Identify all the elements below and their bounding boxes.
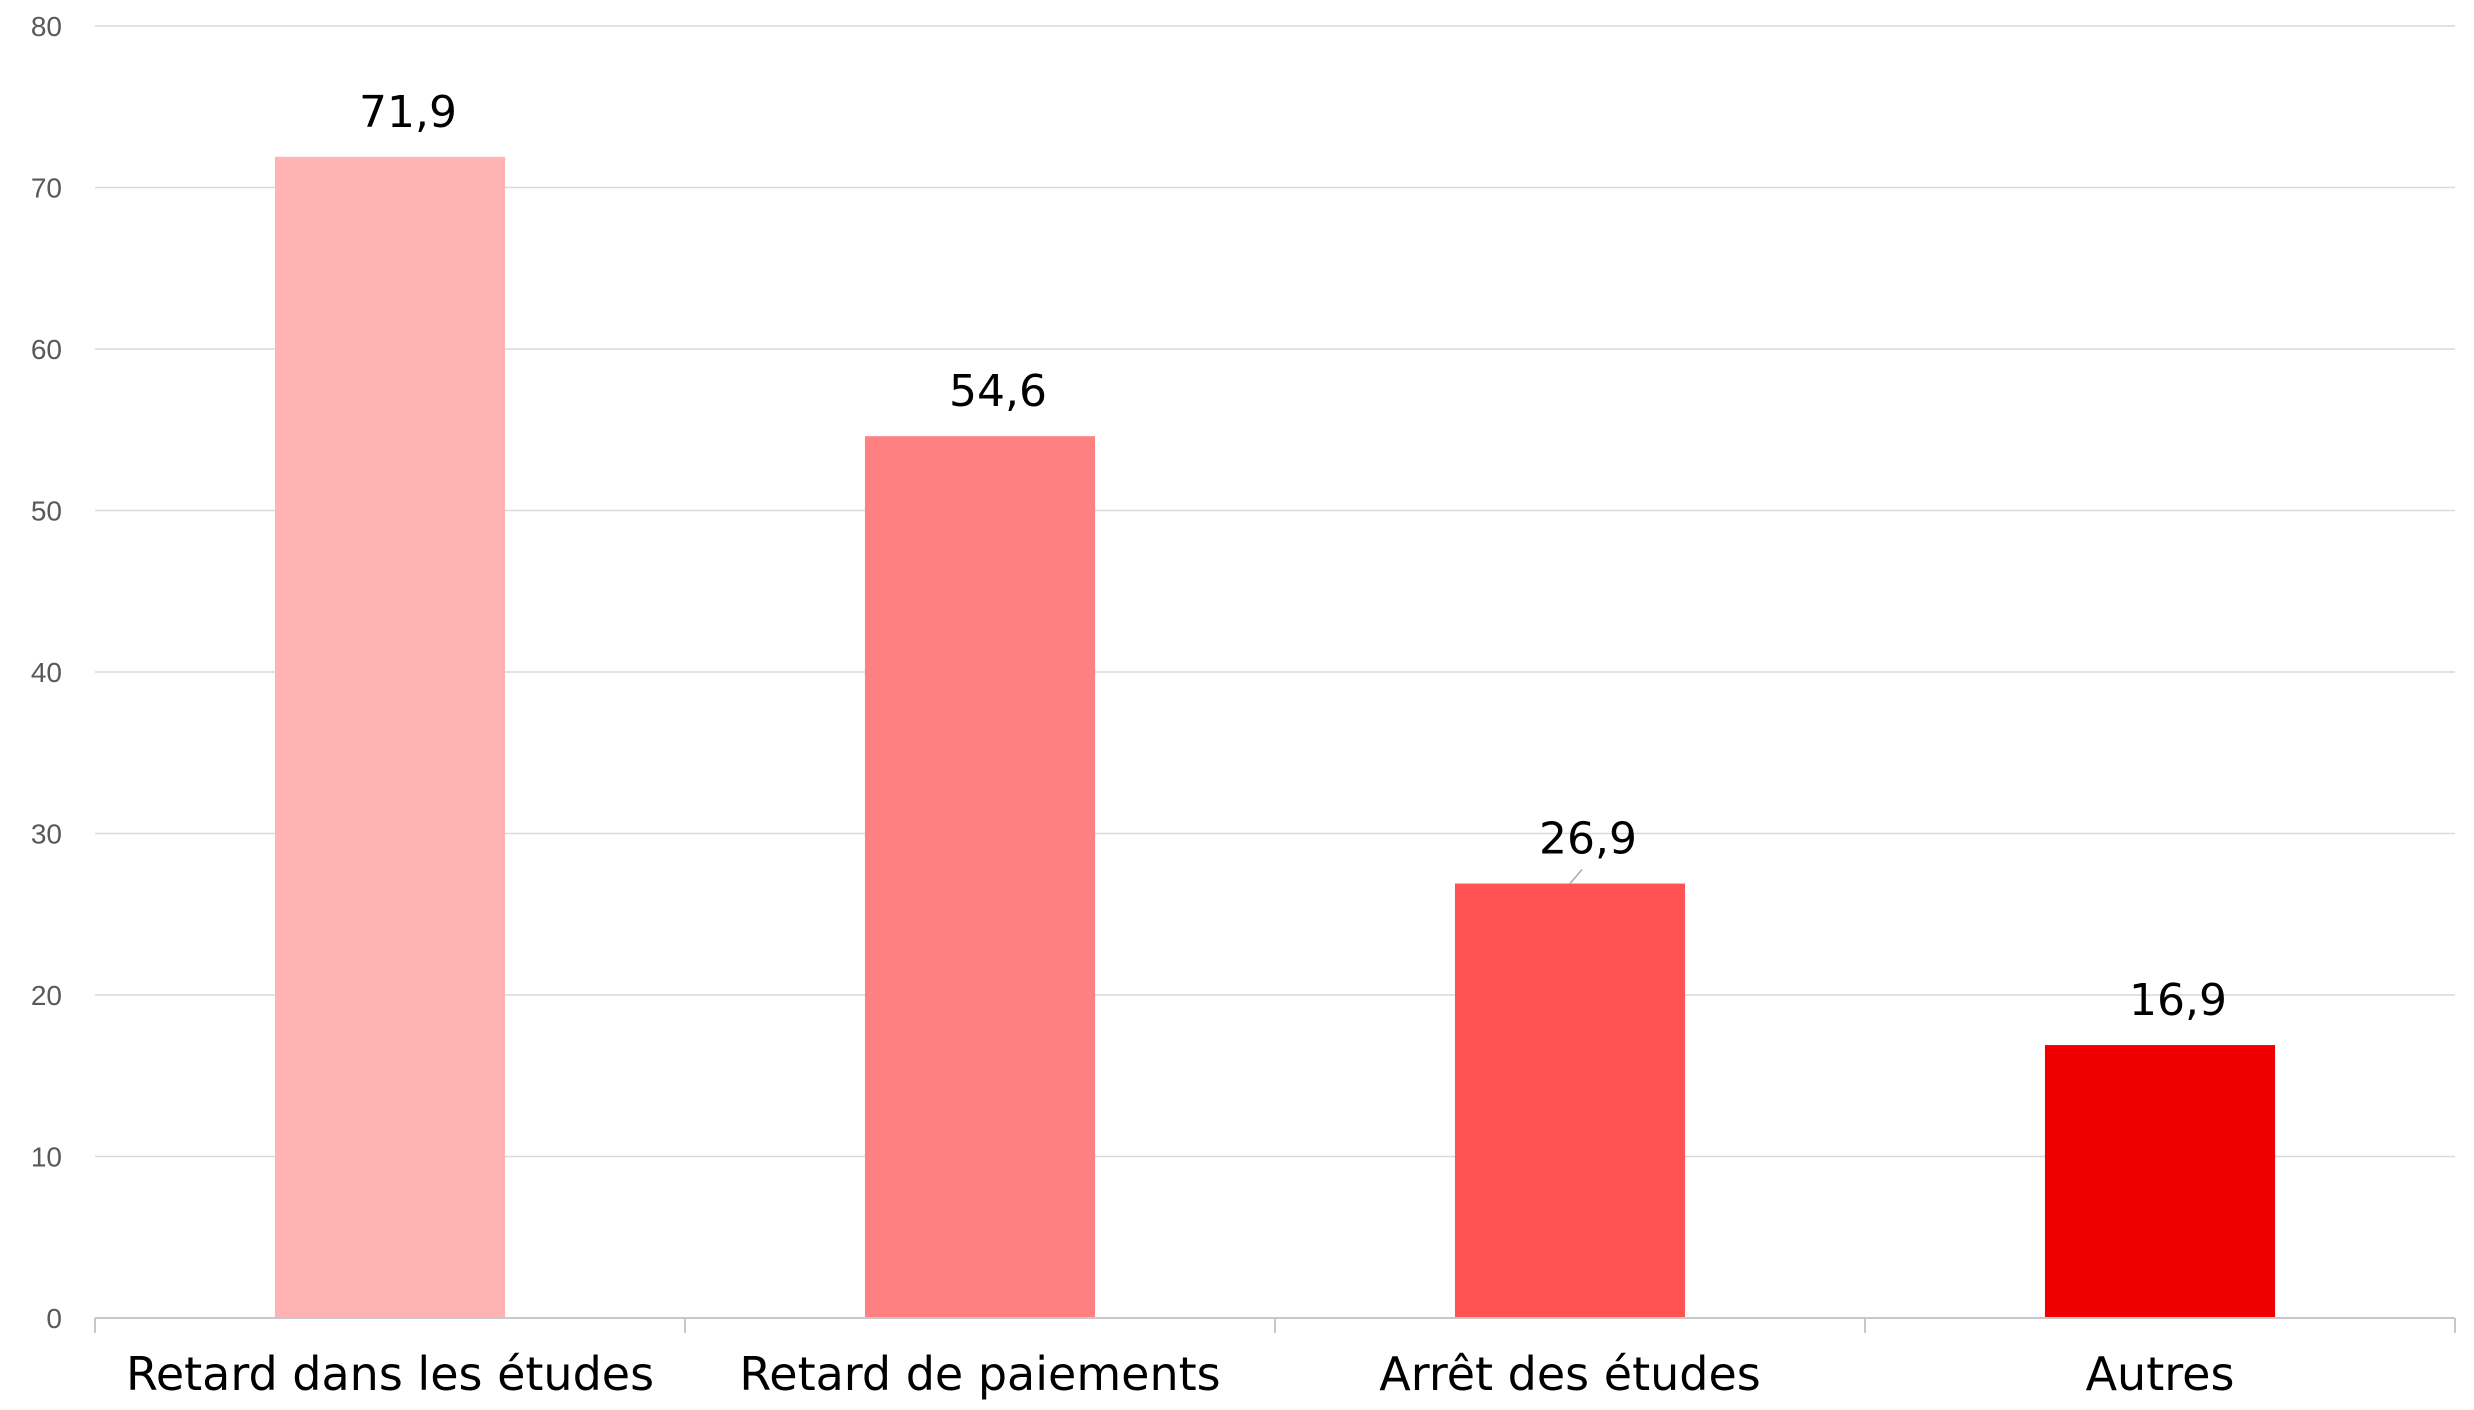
y-tick-label: 20 bbox=[31, 980, 62, 1011]
bar bbox=[274, 156, 506, 1319]
y-tick-label: 30 bbox=[31, 819, 62, 850]
data-label: 71,9 bbox=[359, 87, 457, 138]
x-axis bbox=[94, 1317, 2456, 1333]
x-tick-label: Retard dans les études bbox=[126, 1347, 654, 1401]
bars bbox=[274, 156, 2276, 1319]
data-label: 26,9 bbox=[1539, 814, 1637, 865]
data-labels: 71,9 54,6 26,9 16,9 bbox=[359, 87, 2227, 1026]
x-tick-label: Arrêt des études bbox=[1379, 1347, 1760, 1401]
y-tick-label: 70 bbox=[31, 173, 62, 204]
y-axis-tick-labels: 0 10 20 30 40 50 60 70 80 bbox=[31, 11, 62, 1334]
x-axis-tick-labels: Retard dans les études Retard de paiement… bbox=[126, 1347, 2234, 1401]
bar bbox=[1454, 883, 1686, 1318]
y-tick-label: 10 bbox=[31, 1142, 62, 1173]
bar bbox=[2044, 1045, 2276, 1318]
y-tick-label: 0 bbox=[46, 1303, 62, 1334]
y-tick-label: 40 bbox=[31, 657, 62, 688]
data-label: 54,6 bbox=[949, 366, 1047, 417]
y-tick-label: 50 bbox=[31, 496, 62, 527]
data-label-leader bbox=[1569, 869, 1583, 885]
y-tick-label: 60 bbox=[31, 334, 62, 365]
x-tick-label: Retard de paiements bbox=[739, 1347, 1220, 1401]
data-label: 16,9 bbox=[2129, 975, 2227, 1026]
x-tick-label: Autres bbox=[2086, 1347, 2235, 1401]
y-tick-label: 80 bbox=[31, 11, 62, 42]
bar bbox=[864, 436, 1096, 1319]
